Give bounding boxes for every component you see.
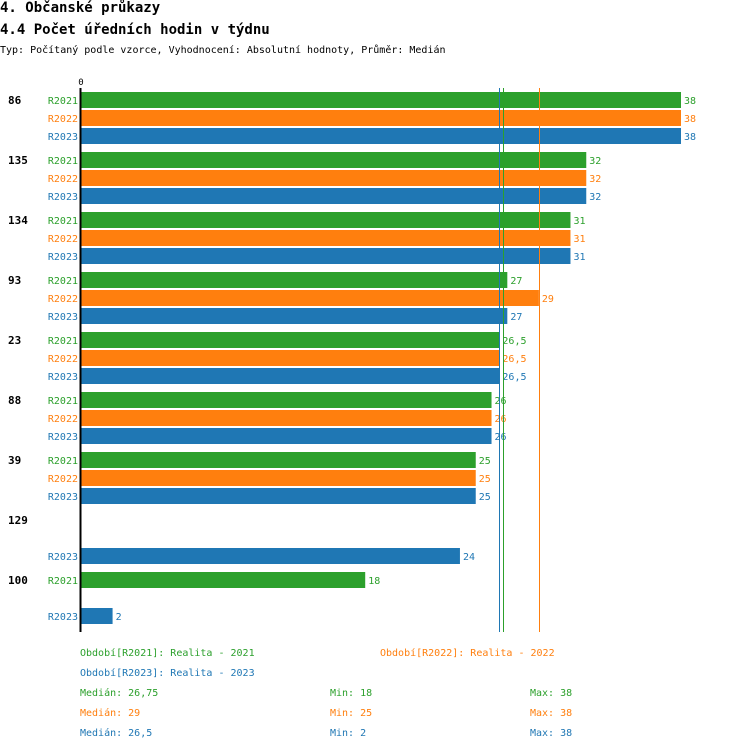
- bar: [81, 308, 508, 324]
- series-label: R2021: [48, 576, 78, 587]
- bar: [81, 272, 508, 288]
- data-label: 26: [495, 414, 507, 425]
- bar: [81, 572, 366, 588]
- series-label: R2021: [48, 216, 78, 227]
- data-label: 25: [479, 474, 491, 485]
- bar: [81, 110, 681, 126]
- series-label: R2021: [48, 96, 78, 107]
- chart-description: Typ: Počítaný podle vzorce, Vyhodnocení:…: [0, 45, 446, 56]
- data-label: 38: [684, 132, 696, 143]
- bar-chart: 0 86 R2021 38 R2022 38 R2023 38 135 R2021 32 R2022 3…: [8, 78, 696, 632]
- series-label: R2021: [48, 156, 78, 167]
- data-label: 32: [589, 192, 601, 203]
- stat-median-r2023: Medián: 26,5: [80, 728, 153, 739]
- axis-zero-label: 0: [78, 78, 83, 88]
- data-label: 27: [510, 276, 522, 287]
- group-label: 88: [8, 394, 21, 407]
- series-label: R2022: [48, 474, 78, 485]
- series-label: R2023: [48, 252, 78, 263]
- series-label: R2023: [48, 312, 78, 323]
- series-label: R2021: [48, 456, 78, 467]
- bar: [81, 212, 571, 228]
- series-label: R2023: [48, 432, 78, 443]
- page-title: 4.4 Počet úředních hodin v týdnu: [0, 22, 270, 38]
- data-label: 31: [573, 252, 585, 263]
- series-label: R2023: [48, 192, 78, 203]
- group-label: 134: [8, 214, 28, 227]
- data-label: 31: [573, 216, 585, 227]
- data-label: 24: [463, 552, 475, 563]
- bar: [81, 350, 500, 366]
- legend-period-r2021: Období[R2021]: Realita - 2021: [80, 648, 255, 659]
- stat-max-r2023: Max: 38: [530, 728, 573, 739]
- series-label: R2021: [48, 396, 78, 407]
- bar: [81, 170, 587, 186]
- data-label: 32: [589, 156, 601, 167]
- data-label: 25: [479, 492, 491, 503]
- bar: [81, 230, 571, 246]
- data-label: 26,5: [502, 354, 526, 365]
- group-label: 135: [8, 154, 28, 167]
- stat-max-r2021: Max: 38: [530, 688, 573, 699]
- series-label: R2023: [48, 612, 78, 623]
- bar: [81, 152, 587, 168]
- legend-period-r2023: Období[R2023]: Realita - 2023: [80, 668, 255, 679]
- bar: [81, 248, 571, 264]
- bar: [81, 452, 476, 468]
- data-label: 27: [510, 312, 522, 323]
- bar: [81, 488, 476, 504]
- bar: [81, 188, 587, 204]
- stat-min-r2022: Min: 25: [330, 708, 373, 719]
- data-label: 29: [542, 294, 554, 305]
- bar: [81, 290, 539, 306]
- series-label: R2022: [48, 354, 78, 365]
- bar: [81, 428, 492, 444]
- data-label: 26: [495, 432, 507, 443]
- data-label: 18: [368, 576, 380, 587]
- stat-median-r2022: Medián: 29: [80, 708, 141, 719]
- series-label: R2023: [48, 372, 78, 383]
- data-label: 26,5: [502, 372, 526, 383]
- data-label: 26,5: [502, 336, 526, 347]
- bar: [81, 392, 492, 408]
- data-label: 38: [684, 96, 696, 107]
- bar: [81, 332, 500, 348]
- series-label: R2022: [48, 174, 78, 185]
- bar: [81, 608, 113, 624]
- data-label: 32: [589, 174, 601, 185]
- data-label: 31: [573, 234, 585, 245]
- series-label: R2023: [48, 492, 78, 503]
- series-label: R2023: [48, 132, 78, 143]
- group-label: 93: [8, 274, 21, 287]
- bar: [81, 548, 460, 564]
- bar: [81, 368, 500, 384]
- data-label: 38: [684, 114, 696, 125]
- series-label: R2021: [48, 336, 78, 347]
- group-label: 86: [8, 94, 22, 107]
- series-label: R2023: [48, 552, 78, 563]
- group-label: 39: [8, 454, 21, 467]
- series-label: R2022: [48, 414, 78, 425]
- group-label: 100: [8, 574, 28, 587]
- series-label: R2021: [48, 276, 78, 287]
- bar: [81, 92, 681, 108]
- bar: [81, 470, 476, 486]
- data-label: 26: [495, 396, 507, 407]
- stat-max-r2022: Max: 38: [530, 708, 573, 719]
- series-label: R2022: [48, 294, 78, 305]
- stat-min-r2021: Min: 18: [330, 688, 373, 699]
- legend-period-r2022: Období[R2022]: Realita - 2022: [380, 648, 555, 659]
- bar: [81, 128, 681, 144]
- group-label: 23: [8, 334, 21, 347]
- stat-median-r2021: Medián: 26,75: [80, 688, 159, 699]
- data-label: 2: [116, 612, 122, 623]
- stat-min-r2023: Min: 2: [330, 728, 367, 739]
- section-title: 4. Občanské průkazy: [0, 0, 161, 16]
- series-label: R2022: [48, 234, 78, 245]
- group-label: 129: [8, 514, 28, 527]
- series-label: R2022: [48, 114, 78, 125]
- data-label: 25: [479, 456, 491, 467]
- bar: [81, 410, 492, 426]
